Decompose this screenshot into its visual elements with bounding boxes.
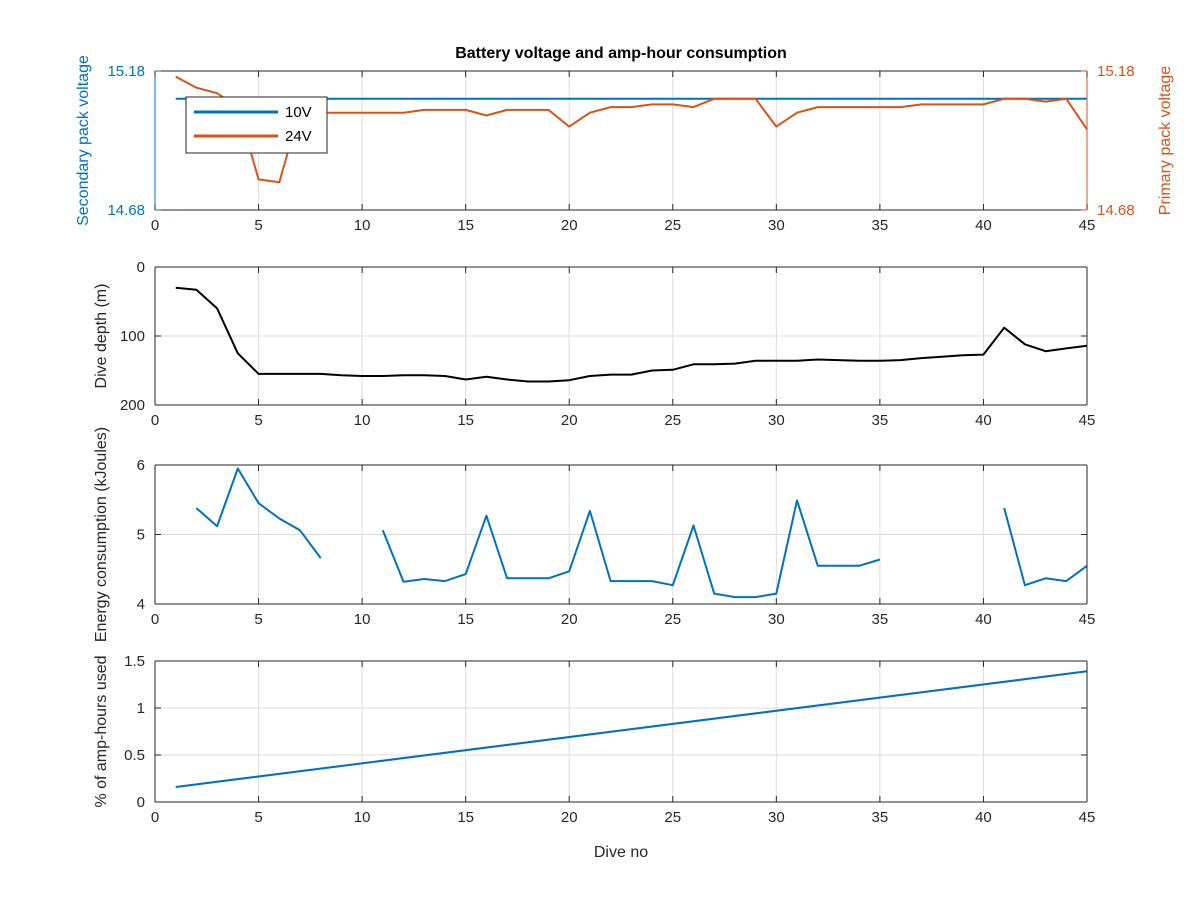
x-tick-label: 40 [975, 809, 992, 826]
y-tick-label: 0.5 [124, 747, 145, 764]
series-line [175, 286, 1088, 383]
series-line [175, 670, 1088, 788]
x-tick-label: 25 [664, 809, 681, 826]
x-tick-label: 35 [872, 611, 889, 628]
y-tick-label-right: 14.68 [1097, 202, 1135, 219]
x-tick-label: 5 [254, 809, 262, 826]
series-line [381, 499, 881, 599]
y-tick-label: 4 [137, 596, 145, 613]
x-tick-label: 10 [354, 217, 371, 234]
y-tick-label: 1.5 [124, 653, 145, 670]
y-tick-label-left: 15.18 [107, 63, 145, 80]
legend-label-24V: 24V [285, 128, 312, 145]
x-tick-label: 10 [354, 611, 371, 628]
plot-layer: 0 5 10 15 20 25 30 35 40 4515.1814.6815.1814.68Se… [75, 55, 1174, 861]
x-tick-label: 30 [768, 217, 785, 234]
y-tick-label-right: 15.18 [1097, 63, 1135, 80]
x-tick-label: 15 [457, 412, 474, 429]
x-tick-label: 10 [354, 809, 371, 826]
x-tick-label: 25 [664, 217, 681, 234]
x-tick-label: 35 [872, 412, 889, 429]
x-tick-label: 40 [975, 217, 992, 234]
x-tick-label: 20 [561, 611, 578, 628]
x-axis-label: Dive no [594, 844, 648, 861]
y-tick-label: 0 [137, 794, 145, 811]
y-tick-label-left: 14.68 [107, 202, 145, 219]
x-tick-label: 5 [254, 412, 262, 429]
y-tick-label: 200 [120, 397, 145, 414]
x-tick-label: 40 [975, 611, 992, 628]
subplot-voltage: 0 5 10 15 20 25 30 35 40 45 15.18 14.68 15.18 14.68 Se… [75, 55, 1174, 234]
legend-box [185, 96, 328, 154]
series-line [1003, 507, 1088, 587]
y-axis-label: Energy consumption (kJoules) [93, 427, 110, 642]
x-tick-label: 15 [457, 611, 474, 628]
x-tick-label: 0 [151, 809, 159, 826]
y-tick-label: 100 [120, 328, 145, 345]
subplot-depth: 0 5 10 15 20 25 30 35 40 45 0 100 200 Dive depth (m) [93, 259, 1095, 429]
x-tick-label: 0 [151, 611, 159, 628]
y-tick-label: 6 [137, 457, 145, 474]
x-tick-label: 45 [1079, 412, 1096, 429]
x-tick-label: 0 [151, 412, 159, 429]
x-tick-label: 10 [354, 412, 371, 429]
y-tick-label: 5 [137, 527, 145, 544]
y-axis-label: % of amp-hours used [93, 655, 110, 807]
legend-label-10V: 10V [285, 104, 312, 121]
x-tick-label: 35 [872, 217, 889, 234]
series-line [195, 467, 322, 559]
y-axis-label: Dive depth (m) [93, 284, 110, 389]
x-tick-label: 30 [768, 611, 785, 628]
subplot-amphours: 0 5 10 15 20 25 30 35 40 45 0 0.5 1 1.5 % of amp-hours… [93, 653, 1095, 861]
x-tick-label: 45 [1079, 217, 1096, 234]
x-tick-label: 15 [457, 809, 474, 826]
x-tick-label: 45 [1079, 611, 1096, 628]
y-tick-label: 0 [137, 259, 145, 276]
x-tick-label: 35 [872, 809, 889, 826]
x-tick-label: 15 [457, 217, 474, 234]
x-tick-label: 20 [561, 412, 578, 429]
x-tick-label: 20 [561, 809, 578, 826]
chart-title: Battery voltage and amp-hour consumption [455, 45, 787, 62]
x-tick-label: 5 [254, 611, 262, 628]
x-tick-label: 5 [254, 217, 262, 234]
plot-area [155, 661, 1087, 802]
x-tick-label: 40 [975, 412, 992, 429]
x-tick-label: 30 [768, 809, 785, 826]
y-axis-label-right: Primary pack voltage [1157, 66, 1174, 215]
x-tick-label: 45 [1079, 809, 1096, 826]
x-tick-label: 20 [561, 217, 578, 234]
x-tick-label: 30 [768, 412, 785, 429]
series-line-24V [175, 75, 1088, 184]
y-tick-label: 1 [137, 700, 145, 717]
y-axis-label-left: Secondary pack voltage [75, 55, 92, 226]
x-tick-label: 25 [664, 412, 681, 429]
x-tick-label: 25 [664, 611, 681, 628]
x-tick-label: 0 [151, 217, 159, 234]
